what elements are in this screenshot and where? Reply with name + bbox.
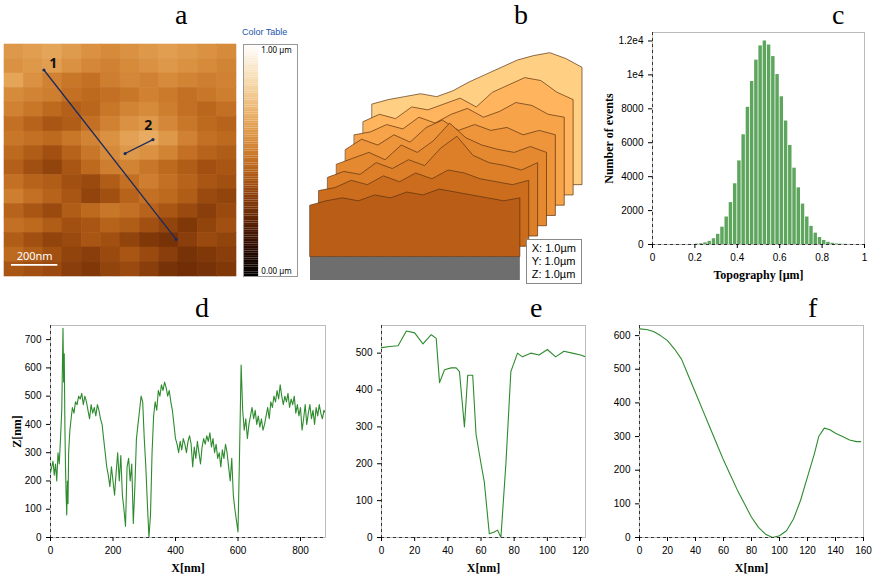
svg-text:X[nm]: X[nm] (467, 561, 500, 575)
svg-text:100: 100 (539, 545, 556, 556)
svg-text:0: 0 (379, 545, 385, 556)
svg-text:0.4: 0.4 (730, 252, 744, 263)
svg-text:600: 600 (230, 545, 247, 556)
html-text:c: c (832, 0, 845, 30)
svg-text:200: 200 (25, 475, 42, 486)
svg-text:1: 1 (862, 252, 868, 263)
svg-text:40: 40 (690, 545, 702, 556)
svg-text:20: 20 (662, 545, 674, 556)
html-text:X: 1.0µm: X: 1.0µm (531, 242, 576, 254)
svg-text:400: 400 (167, 545, 184, 556)
svg-text:4000: 4000 (621, 171, 644, 182)
svg-text:X[nm]: X[nm] (171, 561, 204, 575)
svg-text:400: 400 (614, 397, 631, 408)
svg-text:600: 600 (614, 330, 631, 341)
svg-text:120: 120 (572, 545, 589, 556)
svg-text:120: 120 (799, 545, 816, 556)
svg-text:0: 0 (650, 252, 656, 263)
html-text:f: f (808, 292, 818, 323)
svg-text:100: 100 (771, 545, 788, 556)
svg-text:1: 1 (49, 53, 57, 72)
svg-text:Z[nm]: Z[nm] (10, 415, 24, 448)
svg-text:2000: 2000 (621, 205, 644, 216)
svg-text:200: 200 (105, 545, 122, 556)
svg-text:Topography [µm]: Topography [µm] (713, 268, 803, 282)
svg-text:1.00 µm: 1.00 µm (261, 44, 291, 55)
html-text:e: e (530, 292, 543, 323)
svg-text:0: 0 (36, 532, 42, 543)
svg-text:300: 300 (614, 431, 631, 442)
svg-text:200nm: 200nm (17, 248, 53, 263)
svg-text:0.2: 0.2 (688, 252, 702, 263)
svg-text:300: 300 (356, 421, 373, 432)
svg-text:400: 400 (356, 384, 373, 395)
svg-text:100: 100 (25, 503, 42, 514)
svg-text:0: 0 (48, 545, 54, 556)
svg-text:0.6: 0.6 (773, 252, 787, 263)
svg-text:X[nm]: X[nm] (735, 561, 768, 575)
svg-text:140: 140 (827, 545, 844, 556)
svg-text:0: 0 (638, 239, 644, 250)
svg-text:500: 500 (614, 363, 631, 374)
svg-text:Number of events: Number of events (602, 93, 616, 184)
svg-text:8000: 8000 (621, 103, 644, 114)
svg-text:80: 80 (746, 545, 758, 556)
svg-text:300: 300 (25, 447, 42, 458)
svg-text:100: 100 (356, 495, 373, 506)
svg-text:60: 60 (475, 545, 487, 556)
svg-text:200: 200 (356, 458, 373, 469)
svg-text:0.8: 0.8 (815, 252, 829, 263)
html-text:d: d (195, 292, 209, 323)
svg-text:40: 40 (442, 545, 454, 556)
svg-text:0: 0 (637, 545, 643, 556)
svg-text:60: 60 (718, 545, 730, 556)
html-text:Y: 1.0µm: Y: 1.0µm (531, 255, 576, 267)
svg-text:400: 400 (25, 419, 42, 430)
svg-text:6000: 6000 (621, 137, 644, 148)
svg-text:20: 20 (409, 545, 421, 556)
svg-text:500: 500 (356, 347, 373, 358)
svg-text:0.00 µm: 0.00 µm (261, 265, 291, 276)
html-text:Color Table: Color Table (242, 27, 288, 37)
svg-text:1.2e4: 1.2e4 (618, 35, 643, 46)
svg-text:200: 200 (614, 464, 631, 475)
svg-text:700: 700 (25, 334, 42, 345)
svg-text:160: 160 (855, 545, 872, 556)
svg-text:0: 0 (625, 532, 631, 543)
html-text:b: b (514, 0, 528, 30)
svg-text:100: 100 (614, 498, 631, 509)
html-text:a: a (175, 0, 188, 30)
svg-text:800: 800 (292, 545, 309, 556)
html-text:Z: 1.0µm: Z: 1.0µm (531, 268, 576, 280)
svg-text:600: 600 (25, 362, 42, 373)
svg-text:80: 80 (509, 545, 521, 556)
svg-text:2: 2 (144, 115, 152, 134)
svg-text:0: 0 (367, 532, 373, 543)
svg-text:1e4: 1e4 (627, 69, 644, 80)
svg-text:500: 500 (25, 390, 42, 401)
